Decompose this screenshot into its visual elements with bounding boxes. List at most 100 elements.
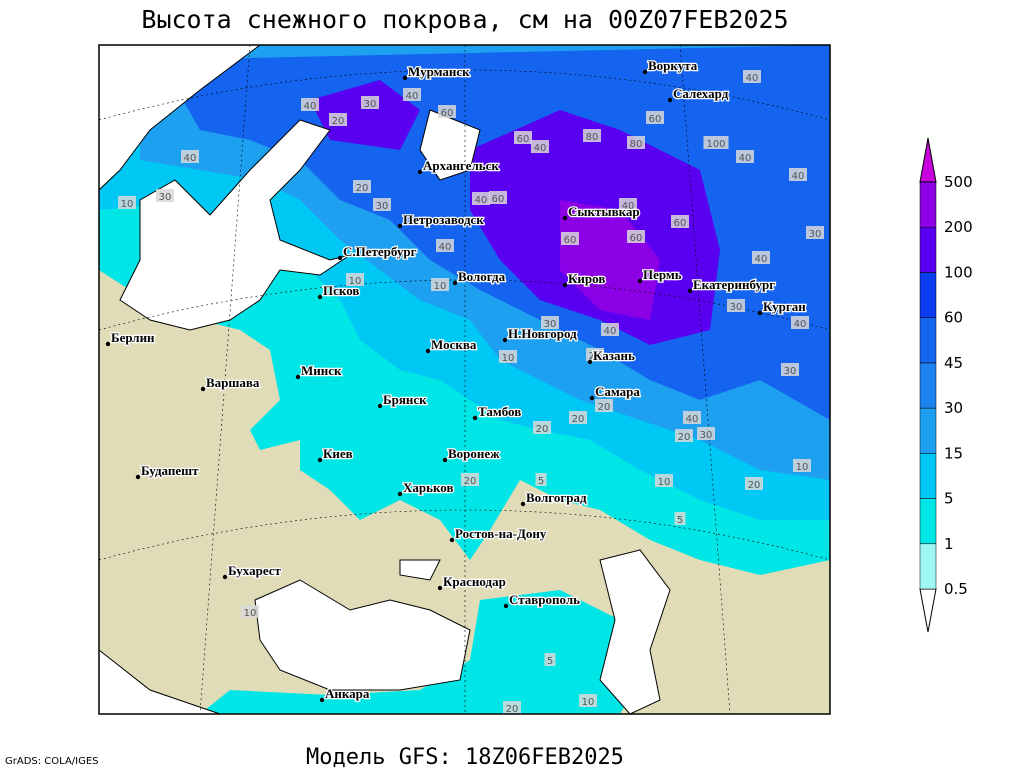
city-dot (642, 69, 648, 75)
legend-label: 100 (944, 263, 973, 281)
contour-label: 40 (184, 153, 197, 164)
contour-label: 30 (784, 366, 797, 377)
contour-label: 10 (582, 697, 595, 708)
city-dot (687, 288, 693, 294)
city-dot (337, 255, 343, 261)
city-label: Краснодар (443, 574, 506, 589)
city-label: Самара (595, 384, 640, 399)
city-dot (295, 374, 301, 380)
contour-label: 100 (706, 139, 725, 150)
contour-label: 30 (376, 201, 389, 212)
city-dot (397, 223, 403, 229)
contour-label-box (806, 226, 824, 239)
contour-label-box (541, 316, 559, 329)
legend-label: 200 (944, 218, 973, 236)
city-dot (637, 278, 643, 284)
city-dot (402, 75, 408, 81)
contour-label: 20 (572, 414, 585, 425)
legend-swatch (919, 272, 937, 318)
contour-label-box (438, 105, 456, 118)
map-frame (98, 44, 831, 715)
contour-label-box (752, 251, 770, 264)
contour-label: 20 (536, 424, 549, 435)
legend-label: 5 (944, 490, 954, 508)
contour-label: 60 (649, 114, 662, 125)
city-dot (437, 585, 443, 591)
contour-label: 60 (517, 134, 530, 145)
city-dot (200, 386, 206, 392)
contour-label: 40 (439, 242, 452, 253)
city-label: Мурманск (408, 64, 470, 79)
city-dot (587, 359, 593, 365)
city-dot (472, 415, 478, 421)
city-dot (503, 603, 509, 609)
city-dot (520, 501, 526, 507)
city-dot (502, 337, 508, 343)
contour-label-box (736, 150, 754, 163)
legend-arrow-high (919, 137, 937, 183)
contour-label: 10 (349, 276, 362, 287)
legend-swatch (919, 498, 937, 545)
city-dot (317, 294, 323, 300)
contour-label-box (533, 421, 551, 434)
contour-label: 20 (464, 476, 477, 487)
contour-label-box (531, 140, 549, 153)
city-dot (425, 348, 431, 354)
contour-label: 40 (686, 414, 699, 425)
city-label: Казань (593, 348, 635, 363)
contour-label-box (156, 189, 174, 202)
contour-label-box (301, 98, 319, 111)
contour-label-box (403, 88, 421, 101)
contour-label: 60 (492, 194, 505, 205)
snow-area (200, 590, 640, 714)
legend-label: 0.5 (944, 580, 968, 598)
city-label: Воронеж (448, 446, 500, 461)
city-label: Харьков (403, 480, 454, 495)
contour-label-box (745, 477, 763, 490)
contour-label-box (627, 230, 645, 243)
cities: Мурманск Воркута Салехард Архангельск Сыктыв… (105, 57, 807, 702)
contour-label-box (535, 473, 547, 486)
contour-label-box (373, 198, 391, 211)
contour-label-box (241, 605, 259, 618)
legend-swatch (919, 317, 937, 364)
contour-label-box (627, 136, 645, 149)
city-label: Сыктывкар (568, 204, 640, 219)
legend-label: 60 (944, 309, 963, 327)
city-dot (105, 341, 111, 347)
legend-label: 30 (944, 399, 963, 417)
contour-label: 10 (244, 608, 257, 619)
city-dot (222, 574, 228, 580)
contour-label-box (514, 131, 532, 144)
contour-label: 10 (121, 199, 134, 210)
contour-label-box (675, 429, 693, 442)
contour-label: 20 (598, 402, 611, 413)
contour-label-box (583, 129, 601, 142)
city-label: Пермь (643, 267, 682, 282)
city-dot (397, 491, 403, 497)
contour-label-box (586, 348, 604, 361)
contour-label: 30 (159, 192, 172, 203)
contour-label-box (703, 136, 729, 149)
city-label: Тамбов (478, 404, 521, 419)
contour-label: 40 (794, 319, 807, 330)
city-label: С.Петербург (343, 244, 417, 259)
footer-model: Модель GFS: 18Z06FEB2025 (306, 745, 624, 768)
city-label: Псков (323, 283, 359, 298)
contour-label-box (346, 273, 364, 286)
city-label: Ставрополь (509, 592, 580, 607)
contour-label-box (789, 168, 807, 181)
contour-label: 40 (604, 326, 617, 337)
contour-label: 30 (544, 319, 557, 330)
contour-label: 20 (356, 183, 369, 194)
contour-label: 40 (755, 254, 768, 265)
city-label: Брянск (383, 392, 427, 407)
legend-arrow-low (919, 588, 937, 633)
contour-label-box (499, 350, 517, 363)
contour-label: 40 (534, 143, 547, 154)
contour-label-box (472, 192, 490, 205)
contour-label: 10 (434, 281, 447, 292)
city-dot (442, 457, 448, 463)
